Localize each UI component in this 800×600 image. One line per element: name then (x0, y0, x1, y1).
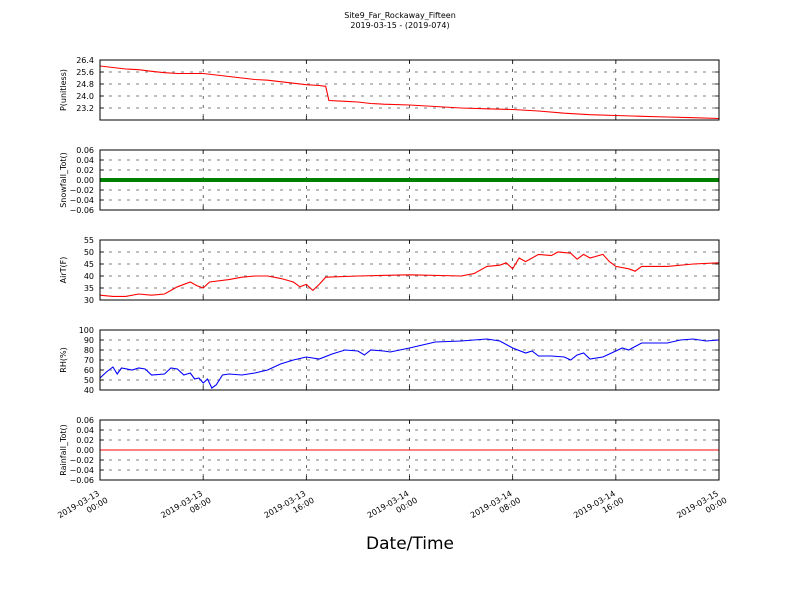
y-tick-label: −0.02 (69, 456, 94, 465)
series-line (100, 251, 719, 297)
panel-1: 23.2 24.0 24.8 25.6 26.4 P(unitless) (59, 56, 720, 121)
panel-frame (99, 329, 720, 391)
y-tick-label: 23.2 (76, 104, 94, 113)
y-tick-label: 0.06 (76, 146, 94, 155)
y-tick-label: 0.02 (76, 166, 94, 175)
y-tick-label: 25.6 (76, 68, 94, 77)
y-tick-label: 100 (79, 326, 94, 335)
y-tick-label: 60 (84, 366, 94, 375)
y-tick-label: −0.06 (69, 206, 94, 215)
y-tick-label: 50 (84, 248, 94, 257)
y-axis-label: P(unitless) (59, 69, 68, 111)
chart-title: Site9_Far_Rockaway_Fifteen (344, 11, 456, 20)
y-axis-label: Snowfall_Tot() (59, 152, 68, 208)
y-axis-label: AirT(F) (59, 257, 68, 284)
panel-frame (99, 59, 720, 121)
panel-frame (99, 419, 720, 481)
y-tick-label: −0.06 (69, 476, 94, 485)
y-tick-label: −0.04 (69, 466, 94, 475)
x-axis-label: Date/Time (366, 534, 454, 554)
y-tick-label: 30 (84, 296, 94, 305)
y-tick-label: 90 (84, 336, 94, 345)
y-tick-label: 40 (84, 386, 94, 395)
y-tick-label: −0.02 (69, 186, 94, 195)
panel-frame (99, 149, 720, 211)
y-axis-label: Rainfall_Tot() (59, 424, 68, 476)
y-tick-label: 35 (84, 284, 94, 293)
panel-3: 30 35 40 45 50 55 AirT(F) (59, 236, 720, 305)
panel-2: −0.06−0.04−0.020.000.020.040.06 Snowfall_… (59, 146, 720, 215)
series-line (100, 65, 719, 120)
y-tick-label: 0.02 (76, 436, 94, 445)
y-tick-label: 26.4 (76, 56, 94, 65)
y-tick-label: 24.0 (76, 92, 94, 101)
y-axis-label: RH(%) (59, 347, 68, 372)
y-tick-label: 0.04 (76, 426, 94, 435)
y-tick-label: 80 (84, 346, 94, 355)
y-tick-label: 40 (84, 272, 94, 281)
y-tick-label: 0.00 (76, 176, 94, 185)
y-tick-label: 55 (84, 236, 94, 245)
y-tick-label: 0.04 (76, 156, 94, 165)
panel-frame (99, 239, 720, 301)
y-tick-label: 24.8 (76, 80, 94, 89)
series-line (100, 338, 719, 389)
y-tick-label: 70 (84, 356, 94, 365)
y-tick-label: 0.00 (76, 446, 94, 455)
y-tick-label: 0.06 (76, 416, 94, 425)
chart-subtitle: 2019-03-15 - (2019-074) (350, 21, 450, 30)
y-tick-label: 45 (84, 260, 94, 269)
panel-5: −0.06−0.04−0.020.000.020.040.06 Rainfall_… (59, 416, 720, 485)
y-tick-label: 50 (84, 376, 94, 385)
y-tick-label: −0.04 (69, 196, 94, 205)
